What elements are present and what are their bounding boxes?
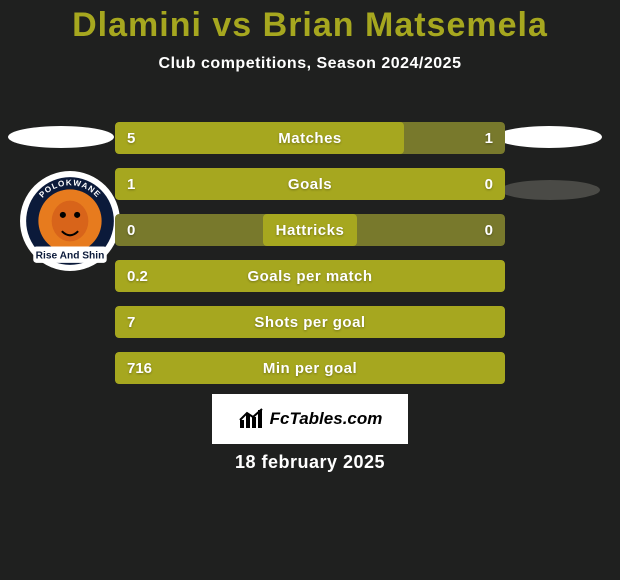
bar-label: Goals per match: [115, 260, 505, 292]
stats-bars: Matches51Goals10Hattricks00Goals per mat…: [115, 122, 505, 398]
page-title: Dlamini vs Brian Matsemela: [0, 0, 620, 45]
bar-label: Matches: [115, 122, 505, 154]
fctables-icon: [238, 408, 264, 430]
svg-text:Rise And Shin: Rise And Shin: [36, 251, 105, 262]
bar-value-right: 0: [485, 214, 493, 246]
stat-bar-row: Goals per match0.2: [115, 260, 505, 292]
bar-value-right: 0: [485, 168, 493, 200]
bar-value-left: 7: [127, 306, 135, 338]
club-badge-icon: POLOKWANE Rise And Shin: [19, 170, 121, 272]
bar-value-left: 716: [127, 352, 152, 384]
bar-label: Shots per goal: [115, 306, 505, 338]
bar-label: Hattricks: [115, 214, 505, 246]
stat-bar-row: Min per goal716: [115, 352, 505, 384]
stat-bar-row: Shots per goal7: [115, 306, 505, 338]
fctables-badge: FcTables.com: [212, 394, 408, 444]
bar-value-right: 1: [485, 122, 493, 154]
bar-value-left: 0: [127, 214, 135, 246]
player1-club-badge: POLOKWANE Rise And Shin: [19, 170, 121, 272]
date-text: 18 february 2025: [0, 452, 620, 473]
title-text: Dlamini vs Brian Matsemela: [72, 6, 548, 44]
bar-value-left: 0.2: [127, 260, 148, 292]
subtitle: Club competitions, Season 2024/2025: [0, 55, 620, 73]
bar-label: Min per goal: [115, 352, 505, 384]
player2-oval-top: [496, 126, 602, 148]
bar-value-left: 5: [127, 122, 135, 154]
stat-bar-row: Goals1 0: [115, 168, 505, 200]
stat-bar-row: Matches5 1: [115, 122, 505, 154]
fctables-text: FcTables.com: [270, 409, 383, 429]
player1-oval-top: [8, 126, 114, 148]
player2-oval-mid: [500, 180, 600, 200]
bar-label: Goals: [115, 168, 505, 200]
stat-bar-row: Hattricks0 0: [115, 214, 505, 246]
bar-value-left: 1: [127, 168, 135, 200]
